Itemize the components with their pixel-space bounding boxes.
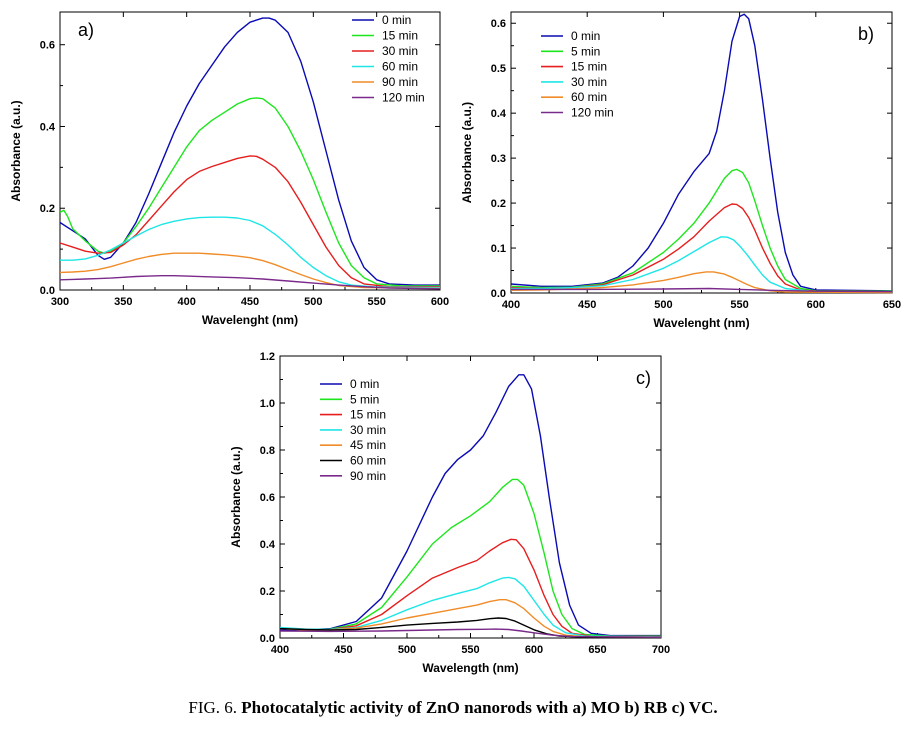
legend-entry: 90 min [382,75,418,89]
y-tick-label: 0.0 [260,633,275,645]
caption-text: Photocatalytic activity of ZnO nanorods … [241,698,718,717]
y-tick-label: 0.4 [491,108,507,120]
figure-caption: FIG. 6. Photocatalytic activity of ZnO n… [0,698,906,718]
series-line-3 [279,538,662,638]
series-line-4 [511,236,893,293]
x-tick-label: 550 [730,299,748,311]
legend-entry: 0 min [382,13,411,27]
x-tick-label: 550 [367,296,385,308]
panel-label: c) [636,368,651,388]
legend-entry: 15 min [350,408,386,422]
x-tick-label: 300 [51,296,69,308]
x-tick-label: 350 [114,296,132,308]
series-line-5 [510,271,893,294]
y-axis-title: Absorbance (a.u.) [229,446,243,547]
x-tick-label: 450 [241,296,259,308]
series-line-2 [59,97,440,287]
x-tick-label: 450 [334,644,352,656]
legend-entry: 5 min [571,44,600,58]
series-line-6 [511,287,893,293]
legend-entry: 60 min [571,90,607,104]
series-line-1 [280,374,661,637]
y-tick-label: 0.1 [491,243,506,255]
series-line-1 [59,17,440,286]
x-tick-label: 500 [654,299,672,311]
x-tick-label: 650 [588,644,606,656]
legend-entry: 5 min [350,392,379,406]
x-tick-label: 600 [525,644,543,656]
y-tick-label: 1.0 [260,398,275,410]
series-line-2 [279,478,661,637]
legend-entry: 0 min [571,29,600,43]
y-tick-label: 0.0 [491,288,506,300]
legend-entry: 45 min [350,438,386,452]
series-line-7 [279,628,662,638]
x-tick-label: 550 [461,644,479,656]
legend-entry: 30 min [571,75,607,89]
y-tick-label: 0.2 [40,203,55,215]
x-axis-title: Wavelenght (nm) [202,313,298,327]
y-tick-label: 0.8 [260,445,275,457]
series-line-4 [60,216,441,289]
y-tick-label: 0.6 [40,40,55,52]
series-line-3 [59,155,440,288]
series-line-3 [510,203,893,293]
legend-entry: 30 min [382,44,418,58]
y-tick-label: 0.4 [260,539,276,551]
series-line-6 [59,275,441,290]
x-tick-label: 450 [578,299,596,311]
series-line-2 [510,168,893,292]
legend-entry: 60 min [350,454,386,468]
y-axis-title: Absorbance (a.u.) [9,100,23,201]
x-axis-title: Wavelenght (nm) [653,316,749,330]
chart-panel-3: 400 450 500 550 600 650 700 0.0 0.2 0.4 0.6 0.8 1.0 1… [229,351,670,675]
y-tick-label: 0.4 [40,121,56,133]
y-tick-label: 0.0 [40,285,55,297]
y-tick-label: 0.5 [491,63,506,75]
x-tick-label: 500 [304,296,322,308]
series-line-5 [59,252,441,290]
x-tick-label: 700 [652,644,670,656]
panel-label: b) [858,24,874,44]
x-tick-label: 600 [431,296,449,308]
y-axis-title: Absorbance (a.u.) [460,102,474,203]
y-tick-label: 0.6 [491,18,506,30]
series-line-1 [510,13,893,292]
legend-entry: 15 min [382,29,418,43]
legend-entry: 120 min [382,91,425,105]
caption-prefix: FIG. 6. [188,698,238,717]
series-line-4 [279,576,662,638]
legend-entry: 90 min [350,469,386,483]
legend-entry: 15 min [571,60,607,74]
legend-entry: 120 min [571,106,614,120]
y-tick-label: 0.3 [491,153,506,165]
y-tick-label: 0.2 [491,198,506,210]
x-tick-label: 400 [502,299,520,311]
legend-entry: 60 min [382,60,418,74]
plot-frame [510,11,893,294]
x-tick-label: 650 [883,299,901,311]
x-tick-label: 400 [271,644,289,656]
figure-canvas: 300 350 400 450 500 550 600 0.0 0.2 0.4 0.6 Wavelen… [9,11,901,675]
chart-panel-2: 400 450 500 550 600 650 0.0 0.1 0.2 0.3 0.4 0.5 0.6 W… [460,11,901,330]
panel-label: a) [78,20,94,40]
plot-frame [279,355,662,639]
legend-entry: 0 min [350,377,379,391]
legend-entry: 30 min [350,423,386,437]
series-line-5 [279,599,662,638]
x-tick-label: 600 [807,299,825,311]
x-tick-label: 400 [177,296,195,308]
y-tick-label: 0.6 [260,492,275,504]
chart-panel-1: 300 350 400 450 500 550 600 0.0 0.2 0.4 0.6 Wavelen… [9,11,449,327]
x-axis-title: Wavelength (nm) [422,661,518,675]
y-tick-label: 1.2 [260,351,275,363]
y-tick-label: 0.2 [260,586,275,598]
x-tick-label: 500 [398,644,416,656]
